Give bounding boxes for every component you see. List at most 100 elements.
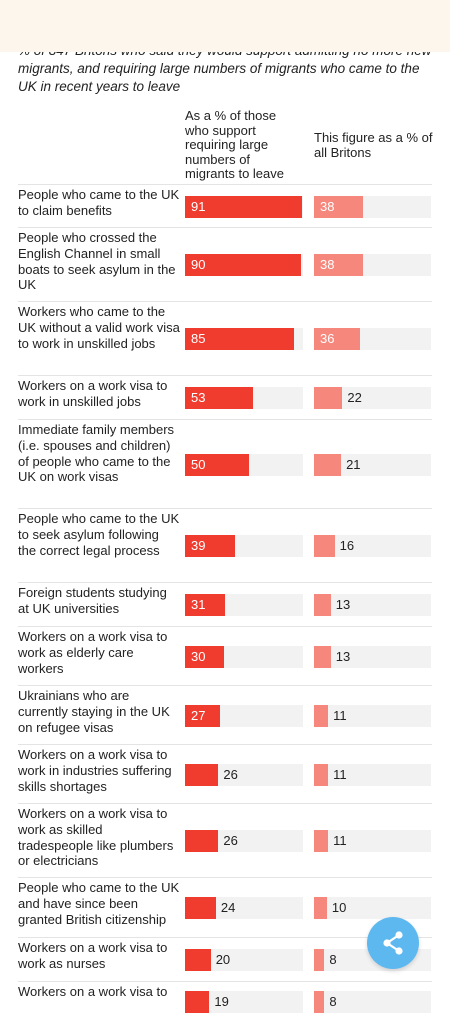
- bar-supporters: [185, 830, 219, 852]
- value-label: 90: [191, 257, 206, 272]
- value-label: 8: [329, 994, 337, 1009]
- bar-all-britons: [314, 535, 335, 557]
- value-label: 53: [191, 390, 206, 405]
- column-header-supporters: As a % of those who support requiring la…: [185, 108, 284, 181]
- bar-supporters: [185, 991, 210, 1013]
- value-label: 24: [220, 900, 236, 915]
- bar-all-britons: [314, 594, 331, 616]
- category-label: Foreign students studying at UK universi…: [18, 585, 167, 616]
- category-label: Immediate family members (i.e. spouses a…: [18, 422, 175, 485]
- bar-track: 10: [314, 897, 431, 919]
- chart-row: People who came to the UK and have since…: [18, 877, 432, 938]
- bar-track: 36: [314, 328, 431, 350]
- chart-row: Workers on a work visa to 19 8: [18, 981, 432, 1022]
- bar-supporters: [185, 705, 220, 727]
- bar-track: 19: [185, 991, 303, 1013]
- bar-track: 85: [185, 328, 303, 350]
- value-label: 31: [191, 597, 206, 612]
- bar-supporters: [185, 764, 219, 786]
- bar-all-britons: [314, 328, 361, 350]
- category-label: Workers on a work visa to work as nurses: [18, 940, 168, 971]
- bar-track: 91: [185, 196, 303, 218]
- category-label: Workers on a work visa to work as skille…: [18, 806, 174, 869]
- chart-row: Workers on a work visa to work in indust…: [18, 744, 432, 804]
- bar-track: 11: [314, 764, 431, 786]
- bar-supporters: [185, 196, 302, 218]
- bar-all-britons: [314, 897, 327, 919]
- value-label: 20: [215, 952, 231, 967]
- bar-all-britons: [314, 705, 329, 727]
- value-label: 22: [347, 390, 362, 405]
- bar-track: 11: [314, 705, 431, 727]
- chart-row: Ukrainians who are currently staying in …: [18, 685, 432, 745]
- bar-all-britons: [314, 454, 342, 476]
- bar-all-britons: [314, 196, 363, 218]
- bar-track: 16: [314, 535, 431, 557]
- chart-row: Workers who came to the UK without a val…: [18, 301, 432, 376]
- value-label: 30: [191, 649, 206, 664]
- bar-supporters: [185, 949, 211, 971]
- chart-row: Foreign students studying at UK universi…: [18, 582, 432, 627]
- bar-all-britons: [314, 387, 343, 409]
- value-label: 85: [191, 331, 206, 346]
- value-label: 27: [191, 708, 206, 723]
- value-label: 13: [335, 649, 351, 664]
- bar-track: 20: [185, 949, 303, 971]
- bar-track: 38: [314, 196, 431, 218]
- bar-track: 53: [185, 387, 303, 409]
- bar-all-britons: [314, 991, 325, 1013]
- bar-track: 50: [185, 454, 303, 476]
- column-header-all-britons: This figure as a % of all Britons: [314, 130, 433, 160]
- bar-track: 21: [314, 454, 431, 476]
- category-label: Workers on a work visa to work in indust…: [18, 747, 172, 794]
- bar-supporters: [185, 646, 224, 668]
- category-label: People who came to the UK to seek asylum…: [18, 511, 180, 558]
- chart-row: Workers on a work visa to work as nurses…: [18, 937, 432, 982]
- bar-track: 22: [314, 387, 431, 409]
- value-label: 11: [333, 833, 347, 848]
- chart-rows: People who came to the UK to claim benef…: [18, 184, 432, 1013]
- bar-supporters: [185, 897, 216, 919]
- value-label: 91: [191, 199, 206, 214]
- share-icon: [383, 931, 403, 955]
- chart-row: People who came to the UK to seek asylum…: [18, 508, 432, 583]
- chart-row: Workers on a work visa to work as elderl…: [18, 626, 432, 686]
- bar-all-britons: [314, 830, 329, 852]
- category-label: People who came to the UK to claim benef…: [18, 187, 180, 218]
- bar-supporters: [185, 328, 295, 350]
- bar-supporters: [185, 454, 250, 476]
- category-label: Ukrainians who are currently staying in …: [18, 688, 170, 735]
- category-label: Workers on a work visa to work in unskil…: [18, 378, 168, 409]
- bar-track: 27: [185, 705, 303, 727]
- bar-supporters: [185, 254, 301, 276]
- bar-supporters: [185, 594, 225, 616]
- category-label: People who came to the UK and have since…: [18, 880, 180, 927]
- chart-row: Workers on a work visa to work in unskil…: [18, 375, 432, 420]
- bar-all-britons: [314, 949, 325, 971]
- bar-track: 90: [185, 254, 303, 276]
- bar-track: 8: [314, 991, 431, 1013]
- chart-row: Workers on a work visa to work as skille…: [18, 803, 432, 878]
- value-label: 8: [329, 952, 337, 967]
- category-label: People who crossed the English Channel i…: [18, 230, 176, 293]
- category-label: Workers on a work visa to: [18, 984, 168, 999]
- value-label: 16: [339, 538, 355, 553]
- value-label: 21: [346, 457, 361, 472]
- chart-row: People who came to the UK to claim benef…: [18, 184, 432, 228]
- bar-track: 31: [185, 594, 303, 616]
- bar-all-britons: [314, 764, 329, 786]
- value-label: 26: [223, 833, 238, 848]
- share-button[interactable]: [367, 917, 419, 969]
- value-label: 13: [335, 597, 351, 612]
- category-label: Workers on a work visa to work as elderl…: [18, 629, 168, 676]
- value-label: 10: [331, 900, 347, 915]
- category-label: Workers who came to the UK without a val…: [18, 304, 180, 351]
- value-label: 19: [214, 994, 229, 1009]
- value-label: 36: [320, 331, 335, 346]
- top-bar: [0, 0, 450, 52]
- bar-all-britons: [314, 646, 331, 668]
- bar-track: 26: [185, 830, 303, 852]
- bar-track: 38: [314, 254, 431, 276]
- bar-track: 39: [185, 535, 303, 557]
- value-label: 50: [191, 457, 206, 472]
